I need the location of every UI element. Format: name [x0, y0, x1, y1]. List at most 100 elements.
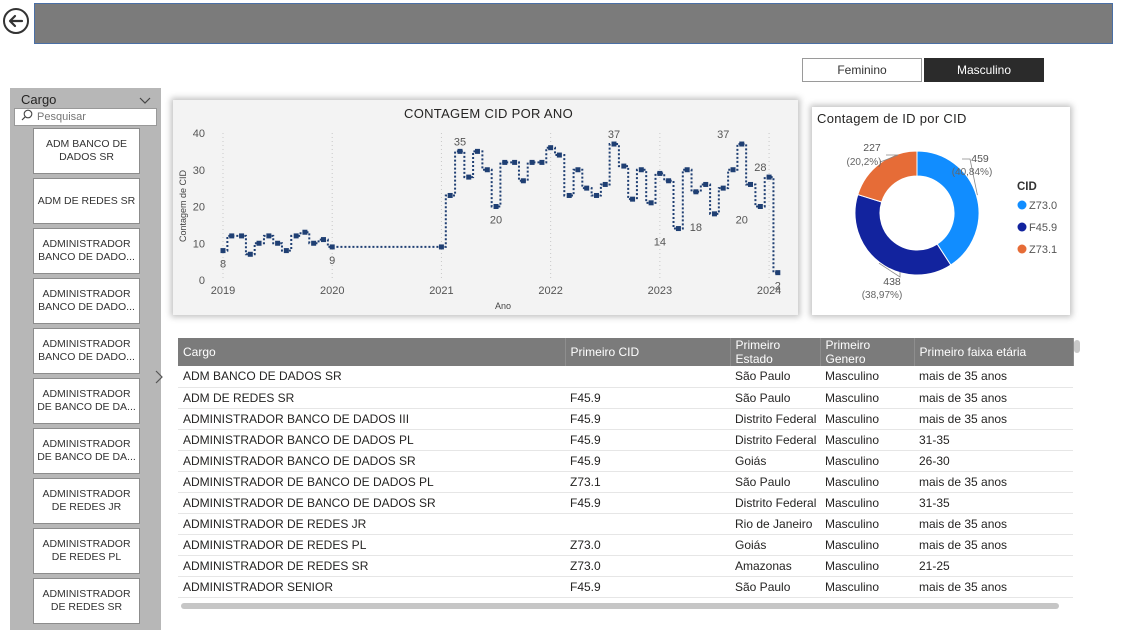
data-point[interactable] [711, 211, 717, 217]
data-point[interactable] [539, 159, 545, 165]
data-point[interactable] [675, 226, 681, 232]
data-point[interactable] [621, 163, 627, 169]
data-point[interactable] [502, 159, 508, 165]
table-row[interactable]: ADM BANCO DE DADOS SR São Paulo Masculino m… [178, 366, 1073, 388]
legend-marker[interactable] [1017, 222, 1027, 232]
table-row[interactable]: ADMINISTRADOR BANCO DE DADOS SR F45.9 Goiá… [178, 450, 1073, 472]
data-point[interactable] [484, 167, 490, 173]
slicer-item[interactable]: ADM DE REDES SR [33, 178, 140, 224]
data-point[interactable] [657, 170, 663, 176]
data-point[interactable] [438, 244, 444, 250]
data-point[interactable] [739, 141, 745, 147]
chevron-right-icon[interactable] [154, 370, 164, 384]
line-chart-title: CONTAGEM CID POR ANO [404, 106, 573, 121]
data-point[interactable] [239, 233, 245, 239]
table-row[interactable]: ADM DE REDES SR F45.9 São Paulo Masculino ma… [178, 387, 1073, 409]
table-row[interactable]: ADMINISTRADOR DE REDES PL Z73.0 Goiás Mascu… [178, 534, 1073, 556]
data-point[interactable] [730, 167, 736, 173]
data-point[interactable] [566, 192, 572, 198]
slicer-item[interactable]: ADMINISTRADOR BANCO DE DADO... [33, 228, 140, 274]
chevron-down-icon[interactable] [139, 92, 151, 104]
masculino-button[interactable]: Masculino [924, 58, 1044, 82]
donut-slice[interactable] [857, 150, 918, 203]
donut-slice[interactable] [916, 150, 980, 266]
data-point[interactable] [602, 181, 608, 187]
column-header[interactable]: Cargo [178, 338, 566, 366]
data-point[interactable] [575, 167, 581, 173]
column-header[interactable]: Primeiro Genero [820, 338, 915, 366]
data-point[interactable] [684, 167, 690, 173]
table-row[interactable]: ADMINISTRADOR SENIOR F45.9 São Paulo Mascul… [178, 576, 1073, 598]
table-row[interactable]: ADMINISTRADOR BANCO DE DADOS III F45.9 Dis… [178, 408, 1073, 430]
data-point[interactable] [775, 270, 781, 276]
data-point[interactable] [302, 229, 308, 235]
data-point[interactable] [311, 240, 317, 246]
slicer-item[interactable]: ADMINISTRADOR DE REDES SR [33, 578, 140, 624]
slicer-item[interactable]: ADM BANCO DE DADOS SR [33, 128, 140, 174]
slicer-item[interactable]: ADMINISTRADOR DE REDES PL [33, 528, 140, 574]
search-input[interactable] [37, 111, 147, 123]
data-point[interactable] [320, 237, 326, 243]
data-point[interactable] [457, 148, 463, 154]
data-point[interactable] [556, 152, 562, 158]
data-point[interactable] [584, 185, 590, 191]
data-point[interactable] [548, 145, 554, 151]
table-cell: ADMINISTRADOR DE REDES SR [178, 555, 565, 577]
data-point[interactable] [247, 251, 253, 257]
slicer-item[interactable]: ADMINISTRADOR BANCO DE DADO... [33, 328, 140, 374]
column-header[interactable]: Primeiro faixa etária [914, 338, 1074, 366]
vertical-scrollbar[interactable] [1074, 340, 1080, 353]
data-point[interactable] [293, 233, 299, 239]
data-point[interactable] [693, 189, 699, 195]
data-point[interactable] [512, 159, 518, 165]
data-point[interactable] [611, 141, 617, 147]
data-point[interactable] [529, 159, 535, 165]
feminino-button[interactable]: Feminino [802, 58, 922, 82]
slice-value-label: 227 [863, 142, 881, 154]
data-point[interactable] [766, 174, 772, 180]
slicer-item[interactable]: ADMINISTRADOR DE REDES JR [33, 478, 140, 524]
legend-marker[interactable] [1017, 244, 1027, 254]
data-point[interactable] [447, 192, 453, 198]
data-point[interactable] [220, 248, 226, 254]
data-point[interactable] [666, 178, 672, 184]
data-point[interactable] [493, 204, 499, 209]
data-point[interactable] [283, 248, 289, 254]
legend-label[interactable]: F45.9 [1029, 222, 1057, 234]
data-point[interactable] [757, 204, 763, 209]
data-point[interactable] [466, 174, 472, 180]
back-arrow-icon[interactable] [2, 7, 30, 35]
table-cell: Masculino [820, 408, 914, 430]
data-point[interactable] [648, 200, 654, 206]
data-point[interactable] [748, 181, 754, 187]
slicer-item[interactable]: ADMINISTRADOR DE BANCO DE DA... [33, 378, 140, 424]
legend-marker[interactable] [1017, 200, 1027, 210]
column-header[interactable]: Primeiro Estado [730, 338, 821, 366]
legend-label[interactable]: Z73.1 [1029, 244, 1057, 256]
data-point[interactable] [266, 233, 272, 239]
legend-label[interactable]: Z73.0 [1029, 200, 1057, 212]
data-point[interactable] [329, 244, 335, 250]
table-row[interactable]: ADMINISTRADOR DE REDES SR Z73.0 Amazonas Ma… [178, 555, 1073, 577]
slicer-item[interactable]: ADMINISTRADOR BANCO DE DADO... [33, 278, 140, 324]
table-row[interactable]: ADMINISTRADOR DE BANCO DE DADOS SR F45.9 D… [178, 492, 1073, 514]
horizontal-scrollbar[interactable] [181, 603, 1059, 609]
data-point[interactable] [720, 185, 726, 191]
data-point[interactable] [594, 192, 600, 198]
data-point[interactable] [256, 240, 262, 246]
donut-slice[interactable] [854, 193, 952, 276]
data-point[interactable] [703, 181, 709, 187]
data-point[interactable] [630, 196, 636, 202]
y-axis-label: Contagem de CID [178, 169, 188, 242]
data-point[interactable] [638, 167, 644, 173]
table-row[interactable]: ADMINISTRADOR DE REDES JR Rio de Janeiro M… [178, 513, 1073, 535]
table-row[interactable]: ADMINISTRADOR BANCO DE DADOS PL F45.9 Dist… [178, 429, 1073, 451]
data-point[interactable] [474, 148, 480, 154]
data-point[interactable] [229, 233, 235, 239]
slicer-item[interactable]: ADMINISTRADOR DE BANCO DE DA... [33, 428, 140, 474]
data-point[interactable] [520, 178, 526, 184]
table-row[interactable]: ADMINISTRADOR DE BANCO DE DADOS PL Z73.1 S… [178, 471, 1073, 493]
column-header[interactable]: Primeiro CID [565, 338, 731, 366]
data-point[interactable] [275, 240, 281, 246]
